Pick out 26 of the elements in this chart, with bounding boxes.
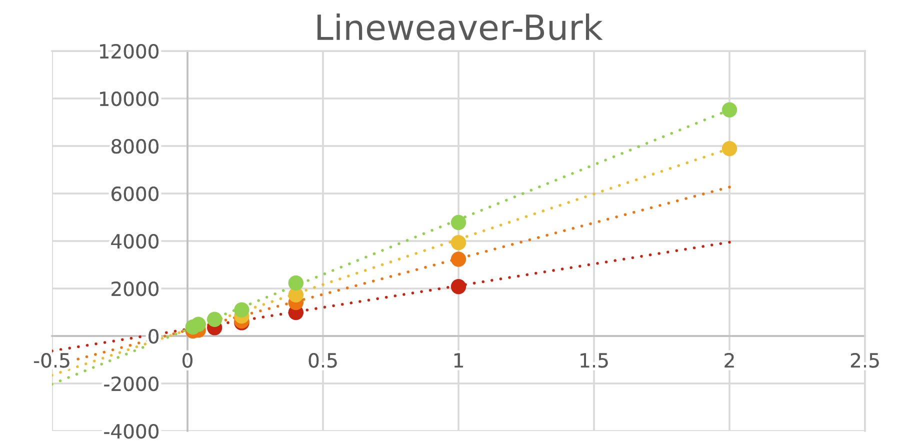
y-tick-label: 2000 — [112, 281, 158, 296]
x-tick-label: 2 — [724, 353, 734, 368]
y-tick-label: -2000 — [104, 376, 158, 392]
point — [450, 214, 466, 230]
x-tick-label: 0.5 — [308, 353, 337, 368]
y-tick-label: 6000 — [112, 186, 158, 202]
y-tick-label: -4000 — [104, 424, 158, 439]
y-tick-label: 4000 — [111, 234, 158, 249]
point — [450, 278, 466, 294]
y-tick-label: 12000 — [100, 44, 158, 59]
x-tick-label: 1 — [454, 353, 463, 368]
chart-title: Lineweaver-Burk — [317, 14, 603, 40]
point — [722, 141, 738, 156]
point — [190, 316, 206, 332]
x-tick-label: 2.5 — [850, 353, 879, 368]
x-tick-label: -0.5 — [34, 353, 70, 368]
x-tick-label: 1.5 — [580, 353, 608, 368]
point — [722, 102, 738, 118]
point — [450, 252, 466, 267]
y-tick-label: 10000 — [100, 91, 158, 106]
x-tick-label: 0 — [182, 353, 192, 368]
point — [206, 312, 222, 327]
y-tick-label: 8000 — [112, 138, 158, 154]
point — [288, 275, 304, 291]
point — [234, 302, 250, 318]
point — [450, 235, 466, 250]
